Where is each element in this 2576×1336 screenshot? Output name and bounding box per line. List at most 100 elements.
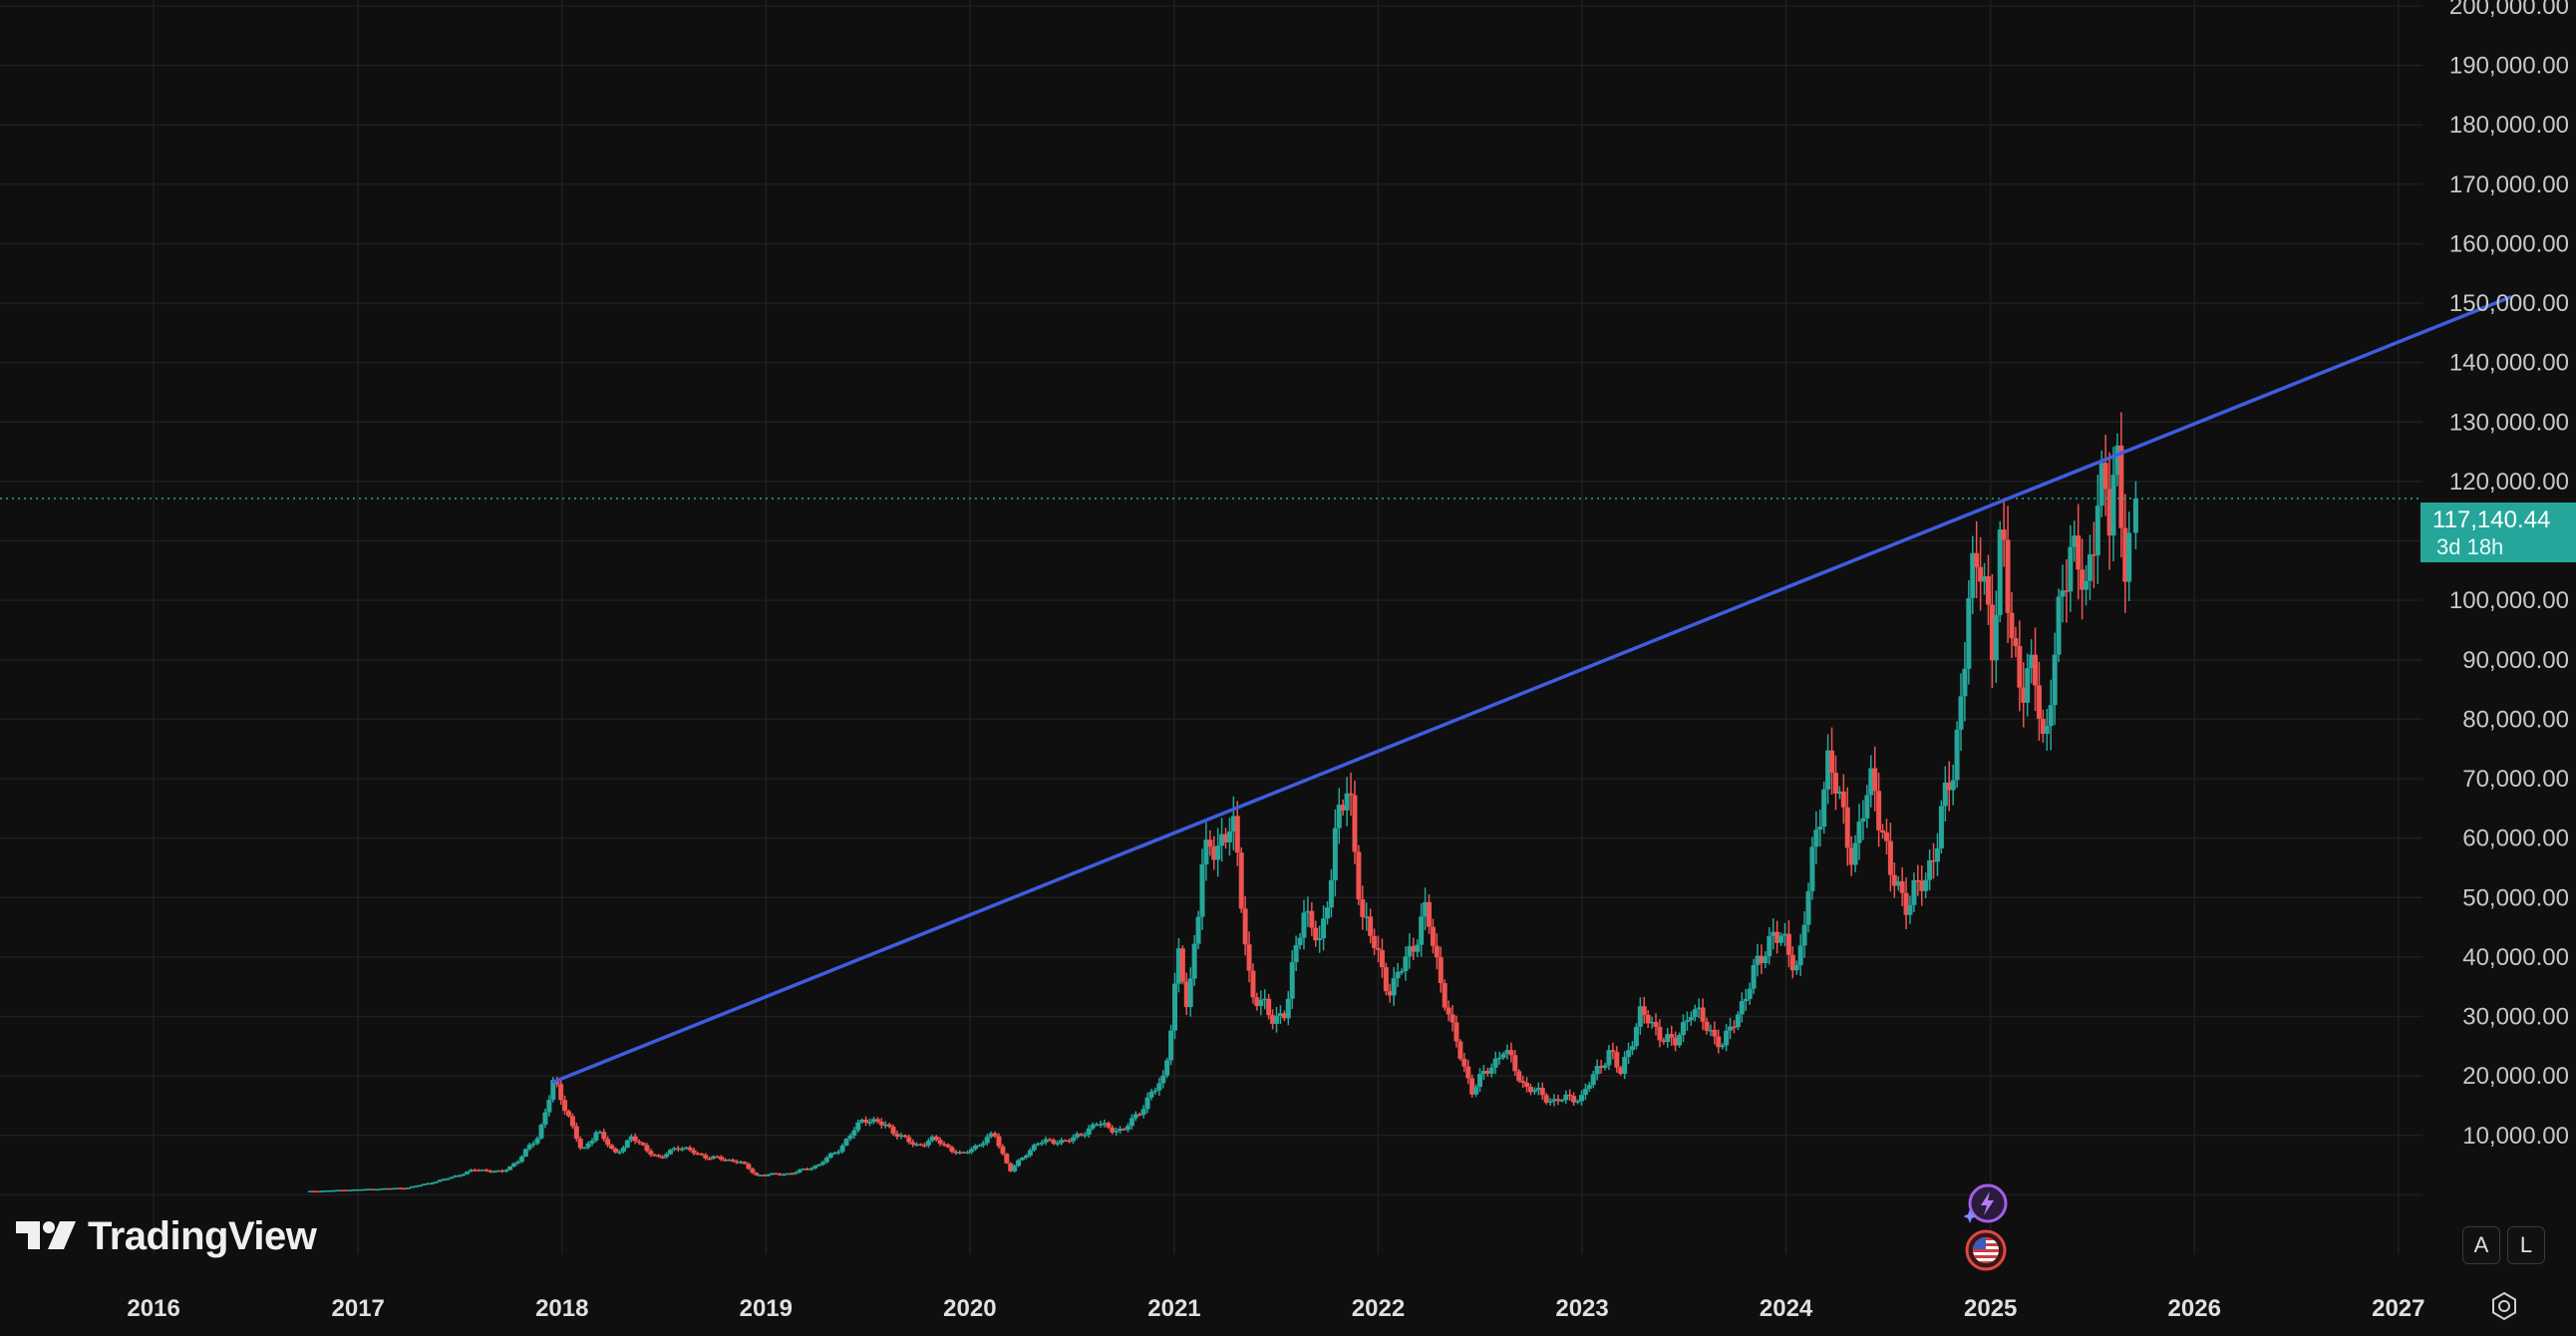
- candle-body: [613, 1149, 619, 1153]
- y-tick-label[interactable]: 190,000.00: [2449, 53, 2569, 80]
- auto-scale-button[interactable]: A: [2462, 1226, 2500, 1264]
- candle: [507, 1166, 513, 1170]
- candle: [472, 1168, 478, 1171]
- trend-line[interactable]: [551, 295, 2512, 1084]
- candle-body: [2017, 646, 2023, 688]
- x-tick-label[interactable]: 2024: [1760, 1295, 1813, 1322]
- y-tick-label[interactable]: 160,000.00: [2449, 230, 2569, 257]
- y-tick-label[interactable]: 20,000.00: [2462, 1063, 2569, 1090]
- candle: [1391, 966, 1397, 1006]
- x-axis-labels[interactable]: 2016 2017 2018 2019 2020 2021 2022 2023 2024 2025…: [127, 1295, 2424, 1322]
- candle-body: [1700, 1007, 1706, 1022]
- candle-body: [1708, 1029, 1714, 1032]
- us-flag-event-icon[interactable]: [1964, 1228, 2008, 1272]
- y-tick-label[interactable]: 50,000.00: [2462, 884, 2569, 911]
- y-tick-label[interactable]: 130,000.00: [2449, 409, 2569, 436]
- candle-body: [1934, 847, 1940, 862]
- candle: [1016, 1159, 1022, 1168]
- y-tick-label[interactable]: 40,000.00: [2462, 944, 2569, 971]
- candle: [597, 1130, 603, 1135]
- candle: [1724, 1024, 1730, 1052]
- candle: [2013, 626, 2019, 658]
- candle-body: [1876, 791, 1882, 831]
- x-tick-label[interactable]: 2022: [1352, 1295, 1405, 1322]
- candle: [831, 1151, 837, 1156]
- x-tick-label[interactable]: 2020: [943, 1295, 996, 1322]
- y-tick-label[interactable]: 90,000.00: [2462, 647, 2569, 674]
- candle: [2102, 435, 2108, 516]
- candle: [1805, 882, 1811, 933]
- candle-body: [1712, 1029, 1718, 1037]
- candle: [789, 1172, 795, 1175]
- candle-body: [366, 1188, 372, 1190]
- candle-body: [914, 1144, 920, 1147]
- tradingview-logo-icon: [16, 1221, 76, 1249]
- y-tick-label[interactable]: 140,000.00: [2449, 350, 2569, 377]
- x-tick-label[interactable]: 2027: [2372, 1295, 2424, 1322]
- candle: [1364, 902, 1370, 931]
- candle: [656, 1154, 662, 1159]
- candle-body: [1114, 1131, 1120, 1133]
- x-tick-label[interactable]: 2025: [1964, 1295, 2017, 1322]
- candle: [343, 1189, 349, 1192]
- gear-icon[interactable]: [2488, 1290, 2520, 1322]
- candle: [675, 1146, 681, 1153]
- y-axis-labels[interactable]: 200,000.00 190,000.00 180,000.00 170,000.00…: [2449, 0, 2569, 1150]
- candle-body: [906, 1137, 912, 1143]
- candle: [335, 1189, 341, 1191]
- y-tick-label[interactable]: 150,000.00: [2449, 290, 2569, 317]
- y-tick-label[interactable]: 60,000.00: [2462, 826, 2569, 852]
- x-tick-label[interactable]: 2021: [1147, 1295, 1200, 1322]
- y-tick-label[interactable]: 80,000.00: [2462, 706, 2569, 733]
- candle-body: [773, 1172, 779, 1175]
- x-tick-label[interactable]: 2018: [535, 1295, 588, 1322]
- candle-body: [1246, 944, 1252, 971]
- y-tick-label[interactable]: 120,000.00: [2449, 469, 2569, 496]
- candle: [1140, 1105, 1146, 1119]
- candle-body: [1645, 1014, 1651, 1024]
- y-tick-label[interactable]: 70,000.00: [2462, 766, 2569, 793]
- candle: [1035, 1142, 1041, 1147]
- candle-body: [1684, 1020, 1690, 1023]
- candle-body: [1376, 947, 1382, 950]
- candle-body: [1778, 935, 1784, 943]
- candle-body: [2122, 527, 2128, 582]
- candle-body: [2084, 580, 2090, 590]
- candle: [742, 1161, 748, 1165]
- candle-body: [1665, 1034, 1671, 1043]
- candle-body: [359, 1188, 365, 1191]
- x-tick-label[interactable]: 2017: [332, 1295, 385, 1322]
- candle: [1250, 963, 1256, 1004]
- y-tick-label[interactable]: 170,000.00: [2449, 171, 2569, 198]
- x-tick-label[interactable]: 2019: [740, 1295, 793, 1322]
- x-tick-label[interactable]: 2023: [1555, 1295, 1608, 1322]
- candle-body: [363, 1188, 369, 1191]
- y-tick-label[interactable]: 200,000.00: [2449, 0, 2569, 20]
- candle-body: [472, 1169, 478, 1171]
- candle-body: [1301, 912, 1307, 938]
- candle: [1966, 580, 1972, 685]
- candle-body: [1484, 1071, 1490, 1074]
- candle-body: [1082, 1135, 1088, 1137]
- candle-body: [1974, 552, 1980, 567]
- y-tick-label[interactable]: 10,000.00: [2462, 1123, 2569, 1150]
- candle-body: [542, 1112, 548, 1126]
- candle: [441, 1177, 447, 1181]
- candle-body: [421, 1183, 427, 1185]
- candle-body: [609, 1145, 615, 1150]
- x-tick-label[interactable]: 2026: [2168, 1295, 2221, 1322]
- candle: [949, 1145, 955, 1154]
- candle-body: [722, 1159, 728, 1162]
- candle-body: [1438, 957, 1444, 984]
- y-tick-label[interactable]: 30,000.00: [2462, 1004, 2569, 1031]
- candle: [1629, 1041, 1635, 1056]
- x-tick-label[interactable]: 2016: [127, 1295, 179, 1322]
- log-scale-button[interactable]: L: [2507, 1226, 2545, 1264]
- candle-body: [1883, 833, 1889, 841]
- y-tick-label[interactable]: 100,000.00: [2449, 587, 2569, 614]
- candle: [1673, 1031, 1679, 1052]
- lightning-event-icon[interactable]: [1964, 1181, 2008, 1225]
- candle: [1821, 781, 1827, 835]
- y-tick-label[interactable]: 180,000.00: [2449, 112, 2569, 139]
